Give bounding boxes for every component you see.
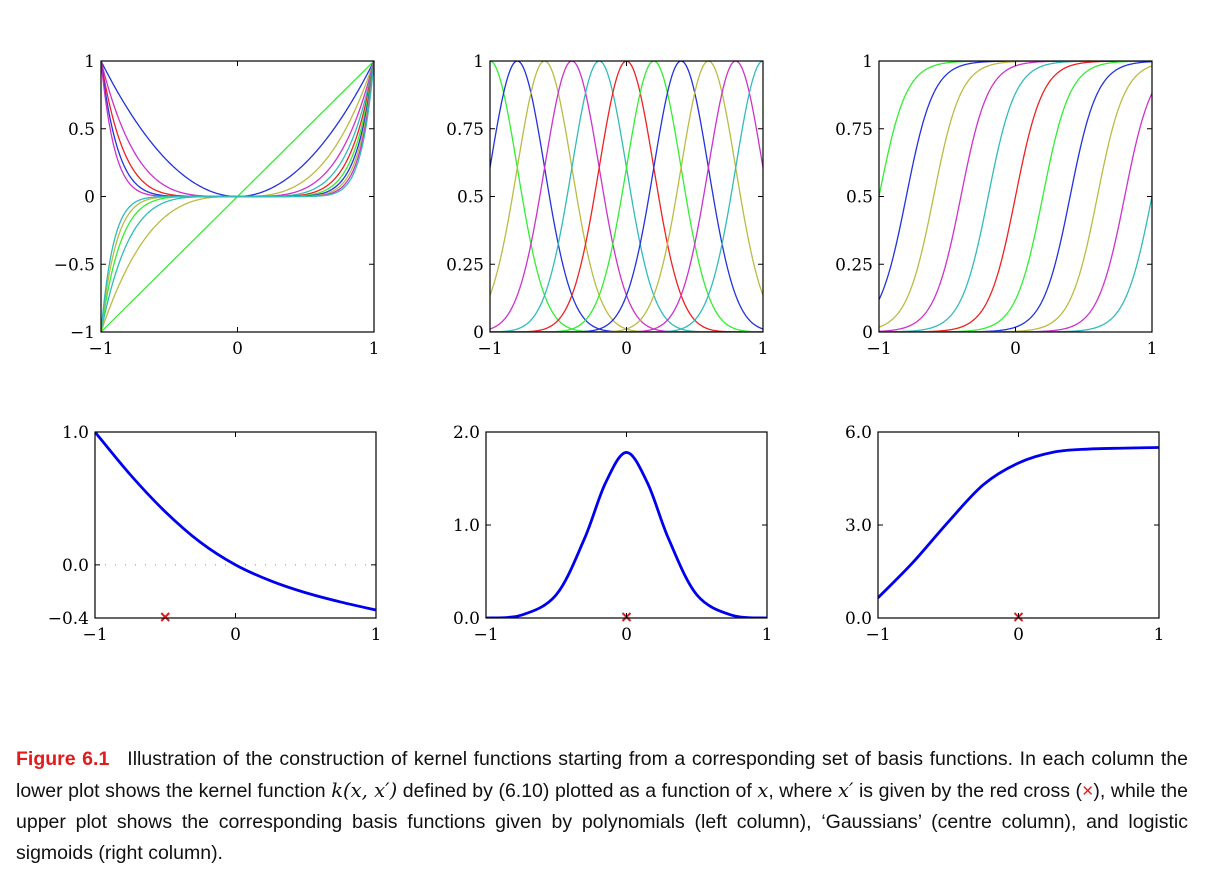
y-tick-label: 6.0: [845, 423, 872, 443]
x-tick-label: 1: [371, 625, 382, 645]
y-tick-label: 3.0: [845, 516, 872, 536]
y-tick-label: 0.25: [446, 255, 484, 275]
x-tick-label: 1: [369, 339, 380, 359]
y-tick-label: 0.25: [835, 255, 873, 275]
x-tick-label: −1: [865, 625, 890, 645]
caption-text-5: ), while the upper plot shows the corres…: [16, 780, 1188, 864]
x-tick-label: −1: [866, 339, 891, 359]
basis-curve-11: [101, 61, 374, 332]
figure-canvas: −1 0 1−1−0.500.51−1 0 100.250.50.751−1 0 100.2…: [48, 52, 1165, 645]
axes-frame: [877, 431, 1160, 619]
basis-curve-10: [879, 93, 1152, 332]
basis-curve-6: [490, 61, 763, 332]
x-tick-label: 1: [1147, 339, 1158, 359]
x-tick-label: −1: [88, 339, 113, 359]
kernel-curve: [878, 446, 1159, 599]
y-tick-label: 0.0: [62, 556, 89, 576]
axes-frame: [485, 431, 768, 619]
y-tick-label: 0: [84, 188, 95, 208]
basis-curve-1: [490, 61, 763, 332]
basis-curve-7: [490, 61, 763, 332]
y-tick-label: 1.0: [453, 516, 480, 536]
y-tick-label: 0: [473, 323, 484, 343]
caption-math-x: x: [757, 779, 769, 802]
basis-curve-2: [101, 61, 374, 198]
caption-text-1: Illustration of the construction of kern…: [16, 748, 1188, 802]
basis-curve-4: [490, 61, 763, 332]
caption-math-xprime: x′: [837, 779, 854, 802]
curves: [486, 451, 767, 618]
basis-curve-6: [101, 61, 374, 198]
caption-text-3: , where: [768, 780, 838, 802]
x-tick-label: 1: [762, 625, 773, 645]
x-tick-label: 0: [621, 339, 632, 359]
curves: [95, 432, 376, 612]
x-tick-label: 0: [621, 625, 632, 645]
y-tick-label: 2.0: [453, 423, 480, 443]
curves: [879, 61, 1152, 332]
x-tick-label: 1: [758, 339, 769, 359]
y-tick-label: 0.0: [845, 609, 872, 629]
caption-text-4: is given by the red cross (: [853, 780, 1083, 802]
basis-curve-6: [879, 61, 1152, 332]
figure-caption: Figure 6.1 Illustration of the constructi…: [16, 744, 1188, 869]
y-tick-label: 0: [862, 323, 873, 343]
basis-curve-4: [101, 61, 374, 198]
panel-bottom-left: −1 0 1 −0.4 0.0 1.0: [48, 423, 382, 645]
caption-math-kernel: k(x, x′): [331, 779, 398, 802]
y-tick-label: 1.0: [62, 423, 89, 443]
kernel-curve: [95, 432, 376, 612]
axes-frame: [489, 60, 764, 333]
x-tick-label: 0: [232, 339, 243, 359]
panel-top-centre: −1 0 100.250.50.751: [446, 52, 768, 359]
y-tick-label: 0.5: [68, 120, 95, 140]
axes-frame: [94, 431, 377, 619]
caption-label: Figure 6.1: [16, 748, 110, 770]
basis-curve-10: [490, 61, 763, 332]
curves: [490, 61, 763, 332]
curves: [101, 61, 374, 332]
y-tick-label: 0.75: [446, 120, 484, 140]
basis-curve-5: [490, 61, 763, 332]
x-tick-label: 0: [230, 625, 241, 645]
basis-curve-2: [879, 61, 1152, 300]
basis-curve-11: [879, 196, 1152, 332]
x-tick-label: −1: [82, 625, 107, 645]
y-tick-label: 0.5: [846, 188, 873, 208]
curves: [878, 446, 1159, 599]
basis-curve-8: [490, 61, 763, 332]
x-tick-label: −1: [473, 625, 498, 645]
y-tick-label: 1: [473, 52, 484, 72]
panel-top-right: −1 0 100.250.50.751: [835, 52, 1157, 359]
y-tick-label: 1: [862, 52, 873, 72]
x-prime-marker: [160, 612, 170, 622]
y-tick-label: 0.5: [457, 188, 484, 208]
basis-curve-3: [490, 61, 763, 332]
panel-top-left: −1 0 1 −1 −0.5 0 0.5 1: [54, 52, 380, 359]
basis-curve-1: [879, 61, 1152, 197]
caption-text-2: defined by (6.10) plotted as a function …: [397, 780, 758, 802]
basis-curve-2: [490, 61, 763, 332]
x-tick-label: −1: [477, 339, 502, 359]
y-tick-label: −1: [70, 323, 95, 343]
y-tick-label: −0.5: [54, 255, 95, 275]
x-tick-label: 0: [1013, 625, 1024, 645]
basis-curve-11: [490, 61, 763, 332]
y-tick-label: 0.0: [453, 609, 480, 629]
y-tick-label: −0.4: [48, 609, 89, 629]
basis-curve-8: [101, 61, 374, 198]
y-tick-label: 1: [84, 52, 95, 72]
x-tick-label: 0: [1010, 339, 1021, 359]
panel-bottom-centre: −1 0 1 0.0 1.0 2.0: [453, 423, 772, 645]
y-tick-label: 0.75: [835, 120, 873, 140]
panel-bottom-right: −1 0 1 0.0 3.0 6.0: [845, 423, 1164, 645]
x-tick-label: 1: [1154, 625, 1165, 645]
caption-red-cross: ×: [1082, 780, 1094, 802]
basis-curve-10: [101, 61, 374, 198]
kernel-curve: [486, 451, 767, 618]
basis-curve-9: [490, 61, 763, 332]
